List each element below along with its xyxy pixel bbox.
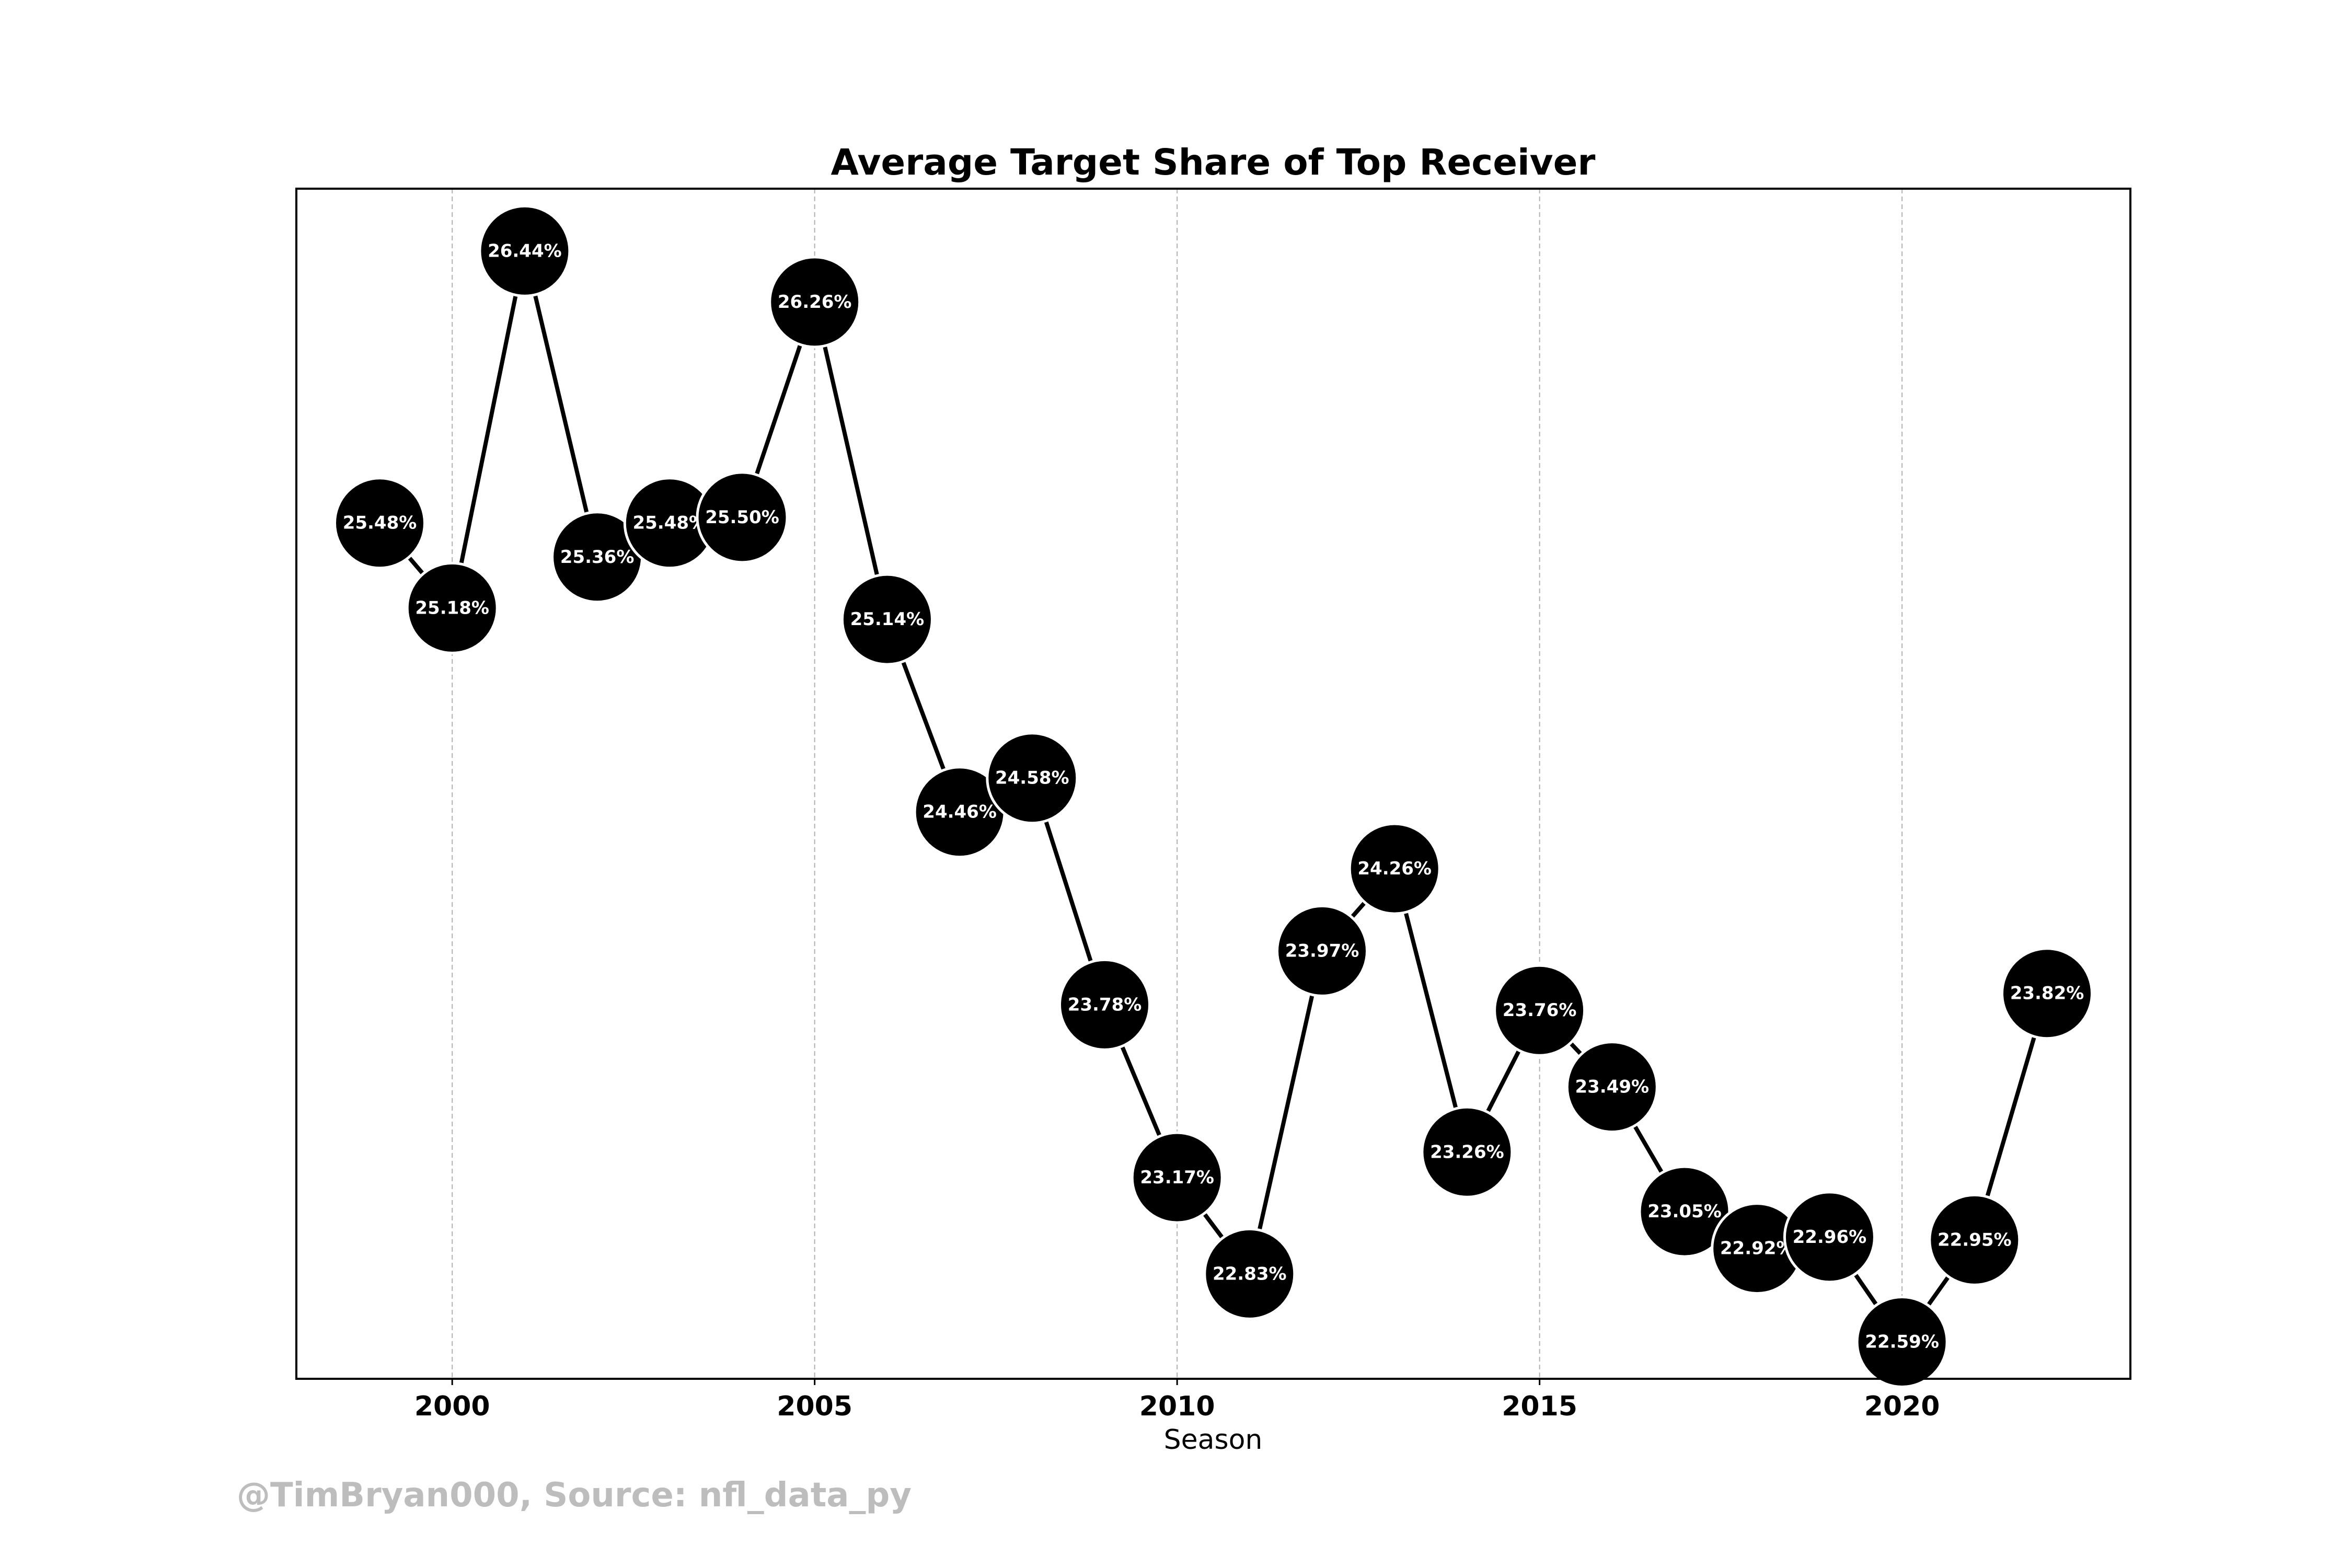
- data-point-1999: 25.48%: [333, 477, 426, 570]
- data-point-2006: 25.14%: [840, 573, 933, 666]
- data-point-2007: 24.46%: [913, 766, 1006, 859]
- data-label: 22.96%: [1793, 1227, 1867, 1248]
- data-point-marker: [986, 732, 1079, 825]
- x-axis-ticks: 2000 2005 2010 2015 2020: [414, 1379, 1940, 1422]
- data-point-marker: [478, 204, 571, 297]
- data-point-marker: [1493, 964, 1586, 1057]
- data-label: 23.05%: [1647, 1201, 1722, 1222]
- data-point-marker: [1131, 1131, 1224, 1224]
- data-point-2015: 23.76%: [1493, 964, 1586, 1057]
- data-point-marker: [333, 477, 426, 570]
- data-point-2022: 23.82%: [2001, 947, 2093, 1040]
- data-label: 25.36%: [560, 547, 635, 568]
- data-point-2001: 26.44%: [478, 204, 571, 297]
- data-point-2011: 22.83%: [1203, 1227, 1296, 1320]
- x-tick-label-2010: 2010: [1139, 1391, 1215, 1422]
- data-point-marker: [1058, 958, 1151, 1051]
- data-label: 24.26%: [1357, 858, 1432, 879]
- data-label: 22.59%: [1865, 1332, 1939, 1353]
- data-label: 23.26%: [1430, 1142, 1504, 1162]
- data-label: 22.92%: [1720, 1238, 1794, 1259]
- data-label: 24.58%: [995, 768, 1069, 789]
- data-label: 26.44%: [488, 240, 562, 261]
- data-label: 22.83%: [1213, 1263, 1287, 1284]
- data-point-marker: [2001, 947, 2093, 1040]
- plot-area-frame: [295, 188, 2131, 1380]
- x-axis-label: Season: [1164, 1424, 1263, 1456]
- data-point-2005: 26.26%: [768, 256, 861, 349]
- credit-text: @TimBryan000, Source: nfl_data_py: [237, 1476, 912, 1515]
- data-point-2019: 22.96%: [1783, 1191, 1876, 1284]
- data-label: 25.48%: [632, 513, 707, 534]
- data-point-marker: [1348, 822, 1441, 915]
- data-point-2017: 23.05%: [1638, 1165, 1731, 1258]
- x-tick-label-2015: 2015: [1502, 1391, 1577, 1422]
- x-tick-label-2000: 2000: [414, 1391, 490, 1422]
- data-label: 26.26%: [778, 292, 852, 313]
- data-points: 25.48%25.18%26.44%25.36%25.48%25.50%26.2…: [333, 204, 2093, 1388]
- data-label: 24.46%: [923, 802, 997, 823]
- data-label: 23.82%: [2010, 983, 2084, 1004]
- data-point-2010: 23.17%: [1131, 1131, 1224, 1224]
- x-tick-label-2020: 2020: [1864, 1391, 1940, 1422]
- x-tick-label-2005: 2005: [777, 1391, 852, 1422]
- data-label: 23.97%: [1285, 940, 1359, 961]
- data-point-marker: [840, 573, 933, 666]
- data-point-marker: [1783, 1191, 1876, 1284]
- data-point-marker: [1421, 1105, 1514, 1198]
- data-label: 23.76%: [1503, 1000, 1577, 1021]
- data-point-2020: 22.59%: [1855, 1296, 1949, 1388]
- data-point-marker: [1565, 1041, 1658, 1134]
- data-label: 23.49%: [1575, 1077, 1649, 1098]
- data-point-2018: 22.92%: [1711, 1202, 1804, 1295]
- data-point-2004: 25.50%: [696, 471, 789, 564]
- data-point-marker: [1855, 1296, 1949, 1388]
- data-point-marker: [696, 471, 789, 564]
- data-label: 25.48%: [343, 513, 417, 534]
- data-label: 23.17%: [1140, 1167, 1214, 1188]
- data-point-2013: 24.26%: [1348, 822, 1441, 915]
- data-point-2014: 23.26%: [1421, 1105, 1514, 1198]
- data-label: 22.95%: [1938, 1229, 2012, 1250]
- data-label: 23.78%: [1068, 994, 1142, 1015]
- chart-title: Average Target Share of Top Receiver: [831, 142, 1596, 183]
- data-point-marker: [1928, 1193, 2021, 1286]
- data-label: 25.14%: [850, 609, 925, 630]
- data-point-2021: 22.95%: [1928, 1193, 2021, 1286]
- data-point-marker: [1276, 904, 1368, 997]
- data-label: 25.18%: [415, 597, 489, 618]
- data-point-2008: 24.58%: [986, 732, 1079, 825]
- data-point-2009: 23.78%: [1058, 958, 1151, 1051]
- data-point-2000: 25.18%: [406, 561, 499, 654]
- data-point-2012: 23.97%: [1276, 904, 1368, 997]
- data-point-marker: [1203, 1227, 1296, 1320]
- data-point-marker: [768, 256, 861, 349]
- data-label: 25.50%: [705, 507, 779, 528]
- data-point-2016: 23.49%: [1565, 1041, 1658, 1134]
- data-point-marker: [406, 561, 499, 654]
